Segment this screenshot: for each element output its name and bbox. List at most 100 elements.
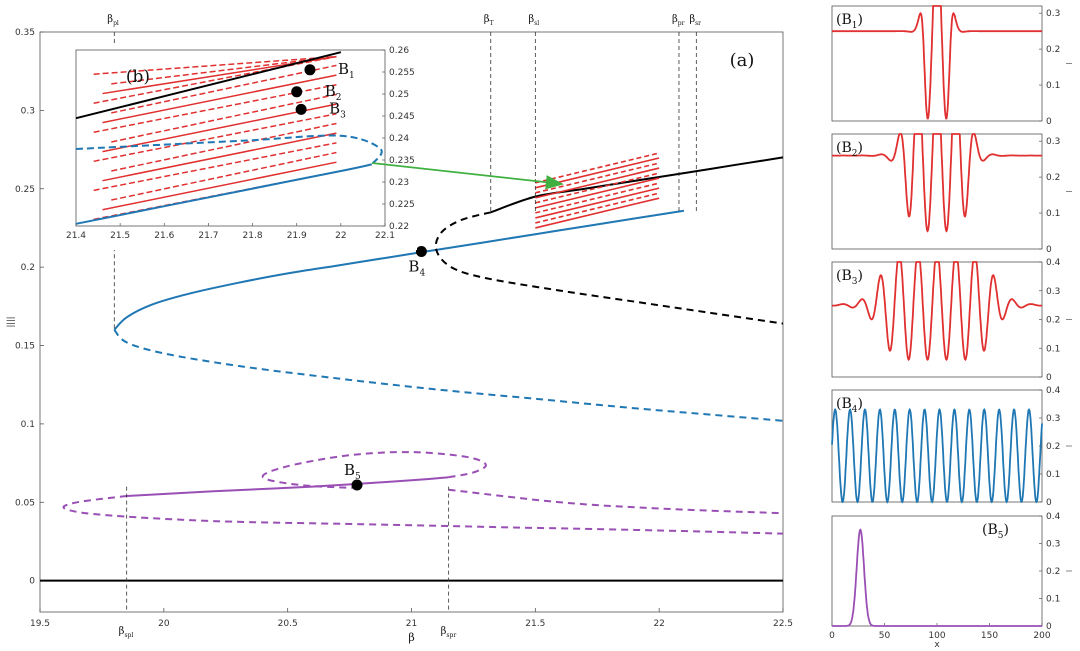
profile-label-main: (B: [836, 396, 852, 412]
profile-label-2: (B2): [836, 140, 863, 159]
inset-point-label-B1: B1: [338, 60, 355, 81]
main-vline-label-spr-sub: spr: [446, 632, 456, 639]
inset-red-branch-13: [93, 55, 337, 104]
inset-red-branch-5: [102, 132, 337, 182]
inset-point-label-B2-sub: 2: [336, 93, 342, 103]
profile-ytick-label: 0.2: [1046, 567, 1060, 577]
profile-ytick-label: 0.1: [1046, 81, 1060, 91]
main-vline-label-T-sub: T: [490, 20, 494, 27]
main-vline-label-T-main: β: [484, 14, 490, 25]
main-series-6: [126, 476, 449, 497]
main-ytick-label: 0.3: [21, 106, 35, 116]
main-xtick-label: 20.5: [278, 619, 298, 629]
inset-point-B1: [304, 64, 316, 76]
profile-label-sub: 2: [852, 149, 858, 159]
profile-panel-5: 0 0.1 0.2 0.3 0.4 0 50 100 150 200 x (B5): [829, 512, 1072, 650]
profile-label-5: (B5): [982, 522, 1009, 541]
main-red-branch-10: [535, 152, 660, 184]
profile-curve-2: [832, 133, 1042, 233]
profile-xlabel: x: [934, 640, 940, 650]
inset-red-branch-9: [111, 93, 337, 143]
profile-ytick-label: 0.3: [1046, 137, 1060, 147]
profile-label-main: (B: [836, 12, 852, 28]
main-vline-label-spl: βspl: [119, 626, 134, 639]
profile-ytick-label: 0: [1046, 622, 1052, 632]
inset-red-branch-4: [93, 142, 337, 192]
main-vline-label-pr-main: β: [672, 14, 678, 25]
main-vline-label-sl: βsl: [528, 14, 539, 27]
profile-curve-1: [832, 5, 1042, 120]
main-vline-label-spr-main: β: [441, 626, 447, 637]
inset-point-label-B1-main: B: [338, 60, 349, 78]
main-vline-label-pl: βpl: [107, 14, 119, 27]
main-ytick-label: 0.15: [15, 342, 35, 352]
main-vline-label-sl-main: β: [528, 14, 534, 25]
main-red-branch-4: [535, 182, 660, 214]
inset-series-2: [75, 163, 373, 225]
profile-ytick-label: 0.1: [1046, 470, 1060, 480]
inset-panel-label: (b): [126, 67, 150, 87]
inset-series-1: [75, 51, 342, 120]
main-vline-label-pl-sub: pl: [113, 20, 119, 27]
main-vline-label-T: βT: [484, 14, 494, 27]
main-vline-label-sr-main: β: [689, 14, 695, 25]
main-point-B5: [351, 479, 363, 491]
profile-ytick-label: 0.4: [1046, 258, 1061, 268]
profile-ytick-label: 0.2: [1046, 316, 1060, 326]
profile-curve-4: [831, 407, 1043, 504]
profile-label-main: (B: [982, 522, 998, 538]
profile-ytick-label: 0: [1046, 373, 1052, 383]
inset-point-label-B2: B2: [325, 82, 342, 103]
profile-panel-2: 0 0.1 0.2 0.3 (B2): [831, 133, 1072, 255]
main-xtick-label: 22.5: [773, 619, 793, 629]
inset-plot-b: 21.4 21.5 21.6 21.7 21.8 21.9 22 22.10.22 0.225 0…: [66, 44, 417, 250]
profile-panels: 00.10.20.3(B1)00.10.20.3(B2)00.10.20.30.…: [829, 5, 1072, 650]
inset-red-branch-15: [111, 55, 337, 85]
profile-label-close: ): [857, 140, 862, 156]
profile-label-close: ): [857, 268, 862, 284]
inset-red-branch-12: [111, 64, 337, 114]
inset-xtick-label: 21.4: [66, 231, 86, 241]
inset-point-B3: [295, 103, 307, 115]
profile-ytick-label: 0.2: [1046, 442, 1060, 452]
profile-label-sub: 1: [852, 21, 858, 31]
main-red-branch-7: [535, 167, 660, 199]
main-vline-label-pr: βpr: [672, 14, 685, 27]
profile-label-3: (B3): [836, 268, 863, 287]
profile-panel-3: 0 0.1 0.2 0.3 0.4 (B3): [831, 258, 1072, 383]
main-series-2: [113, 209, 685, 331]
main-vline-label-sr-sub: sr: [695, 20, 701, 27]
main-xtick-label: 19.5: [30, 619, 50, 629]
main-point-label-B5-sub: 5: [355, 472, 361, 482]
profile-label-main: (B: [836, 140, 852, 156]
profile-panel-4: 0 0.1 0.2 0.3 0.4 (B4): [831, 386, 1072, 508]
profile-label-sub: 5: [998, 531, 1004, 541]
inset-ytick-label: 0.225: [389, 200, 415, 210]
profile-ytick-label: 0.2: [1046, 45, 1060, 55]
inset-red-branch-6: [111, 122, 337, 172]
inset-xtick-label: 21.9: [287, 231, 307, 241]
main-ytick-label: 0.2: [21, 263, 35, 273]
inset-red-branch-3: [111, 151, 337, 201]
profile-ytick-label: 0.3: [1046, 540, 1060, 550]
profile-panel-1: 0 0.1 0.2 0.3 (B1): [831, 5, 1072, 127]
main-ytick-label: 0.25: [15, 185, 35, 195]
main-vline-label-spr: βspr: [441, 626, 457, 639]
inset-ytick-label: 0.235: [389, 156, 415, 166]
profile-ytick-label: 0.1: [1046, 344, 1060, 354]
profile-frame-1: [831, 5, 1043, 122]
profile-label-main: (B: [836, 268, 852, 284]
main-bifurcation-plot: 19.5 20 20.5 21 21.5 22 22.500.050.10.150.20.2…: [6, 14, 793, 644]
main-panel-label: (a): [730, 50, 755, 71]
main-ytick-label: 0.05: [15, 498, 35, 508]
main-red-branch-2: [535, 192, 660, 224]
inset-point-label-B2-main: B: [325, 82, 336, 100]
main-red-branch-6: [535, 172, 660, 204]
main-xtick-label: 21: [406, 619, 417, 629]
main-xtick-label: 22: [653, 619, 664, 629]
main-series-9: [448, 488, 784, 515]
inset-red-branch-2: [102, 161, 337, 211]
inset-xtick-label: 21.7: [198, 231, 218, 241]
profile-ytick-label: 0: [1046, 245, 1052, 255]
